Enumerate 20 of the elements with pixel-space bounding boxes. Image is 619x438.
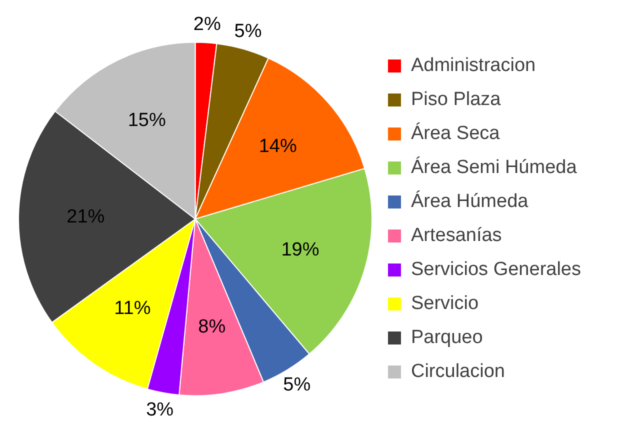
legend-label: Administracion xyxy=(410,55,536,76)
legend-label: Circulacion xyxy=(410,361,505,382)
legend-label: Área Semi Húmeda xyxy=(410,156,578,178)
data-label: 14% xyxy=(258,136,297,158)
data-label: 5% xyxy=(234,20,262,42)
data-label: 3% xyxy=(146,400,174,421)
legend-label: Artesanías xyxy=(410,225,502,246)
legend-label: Parqueo xyxy=(410,327,483,348)
data-label: 15% xyxy=(128,110,166,131)
data-label: 8% xyxy=(198,316,226,338)
data-label: 2% xyxy=(193,14,221,35)
data-label: 21% xyxy=(66,206,105,228)
legend-label: Servicio xyxy=(410,293,479,314)
data-label: 11% xyxy=(114,298,151,320)
data-label: 5% xyxy=(283,374,311,396)
data-label: 19% xyxy=(281,240,320,261)
legend-label: Área Húmeda xyxy=(410,190,529,212)
legend-label: Piso Plaza xyxy=(410,89,502,110)
legend-label: Área Seca xyxy=(410,122,500,144)
legend-label: Servicios Generales xyxy=(410,259,582,280)
